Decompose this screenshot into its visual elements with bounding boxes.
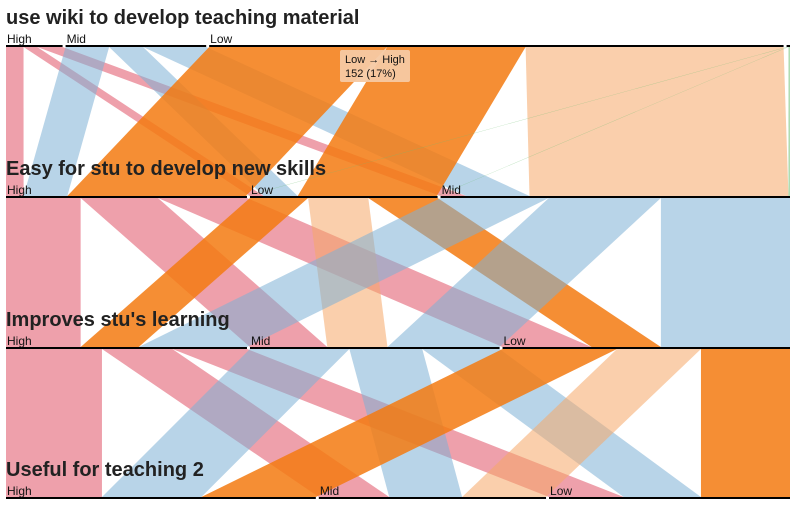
tooltip-background bbox=[340, 50, 410, 82]
ribbon-2-low-to-high[interactable] bbox=[80, 198, 309, 347]
dimension-title[interactable]: Useful for teaching 2 bbox=[6, 459, 204, 481]
ribbon-1-other-to-mid[interactable] bbox=[788, 47, 790, 196]
ribbon-3-low-to-mid[interactable] bbox=[462, 349, 701, 497]
ribbon-1-low-to-mid[interactable] bbox=[525, 47, 789, 196]
tooltip: Low → High 152 (17%) bbox=[340, 50, 410, 82]
category-label[interactable]: Mid bbox=[251, 334, 270, 348]
ribbon-2-mid-to-low[interactable] bbox=[660, 198, 790, 347]
category-label[interactable]: High bbox=[7, 334, 32, 348]
tooltip-line-1: Low → High bbox=[345, 54, 405, 66]
dimension-title[interactable]: Easy for stu to develop new skills bbox=[6, 158, 326, 180]
ribbon-1-low-to-low[interactable] bbox=[297, 47, 526, 196]
category-label[interactable]: High bbox=[7, 484, 32, 498]
dimension-title[interactable]: use wiki to develop teaching material bbox=[6, 7, 359, 29]
ribbons-layer bbox=[6, 47, 790, 497]
category-label[interactable]: Low bbox=[550, 484, 572, 498]
ribbon-2-mid-to-mid[interactable] bbox=[387, 198, 661, 347]
category-label[interactable]: Low bbox=[251, 183, 273, 197]
ribbon-2-mid-to-high[interactable] bbox=[138, 198, 549, 347]
category-label[interactable]: Mid bbox=[320, 484, 339, 498]
ribbon-3-low-to-low[interactable] bbox=[700, 349, 790, 497]
ribbon-1-other-to-low[interactable] bbox=[436, 47, 789, 196]
tooltip-line-2: 152 (17%) bbox=[345, 68, 396, 80]
category-label[interactable]: Mid bbox=[442, 183, 461, 197]
ribbon-3-mid-to-high[interactable] bbox=[101, 349, 350, 497]
ribbon-2-high-to-high[interactable] bbox=[6, 198, 81, 347]
ribbon-3-low-to-high[interactable] bbox=[201, 349, 618, 497]
ribbon-1-other-to-high[interactable] bbox=[245, 47, 788, 196]
category-label[interactable]: High bbox=[7, 32, 32, 46]
category-label[interactable]: Mid bbox=[67, 32, 86, 46]
ribbon-3-high-to-high[interactable] bbox=[6, 349, 102, 497]
category-label[interactable]: High bbox=[7, 183, 32, 197]
ribbon-1-high-to-high[interactable] bbox=[6, 47, 24, 196]
ribbon-1-mid-to-high[interactable] bbox=[23, 47, 110, 196]
category-label[interactable]: Low bbox=[210, 32, 232, 46]
ribbon-1-low-to-high[interactable] bbox=[67, 47, 388, 196]
labels-layer: use wiki to develop teaching material Hig… bbox=[6, 7, 572, 498]
category-label[interactable]: Low bbox=[504, 334, 526, 348]
axes-layer bbox=[6, 45, 790, 499]
dimension-title[interactable]: Improves stu's learning bbox=[6, 309, 230, 331]
